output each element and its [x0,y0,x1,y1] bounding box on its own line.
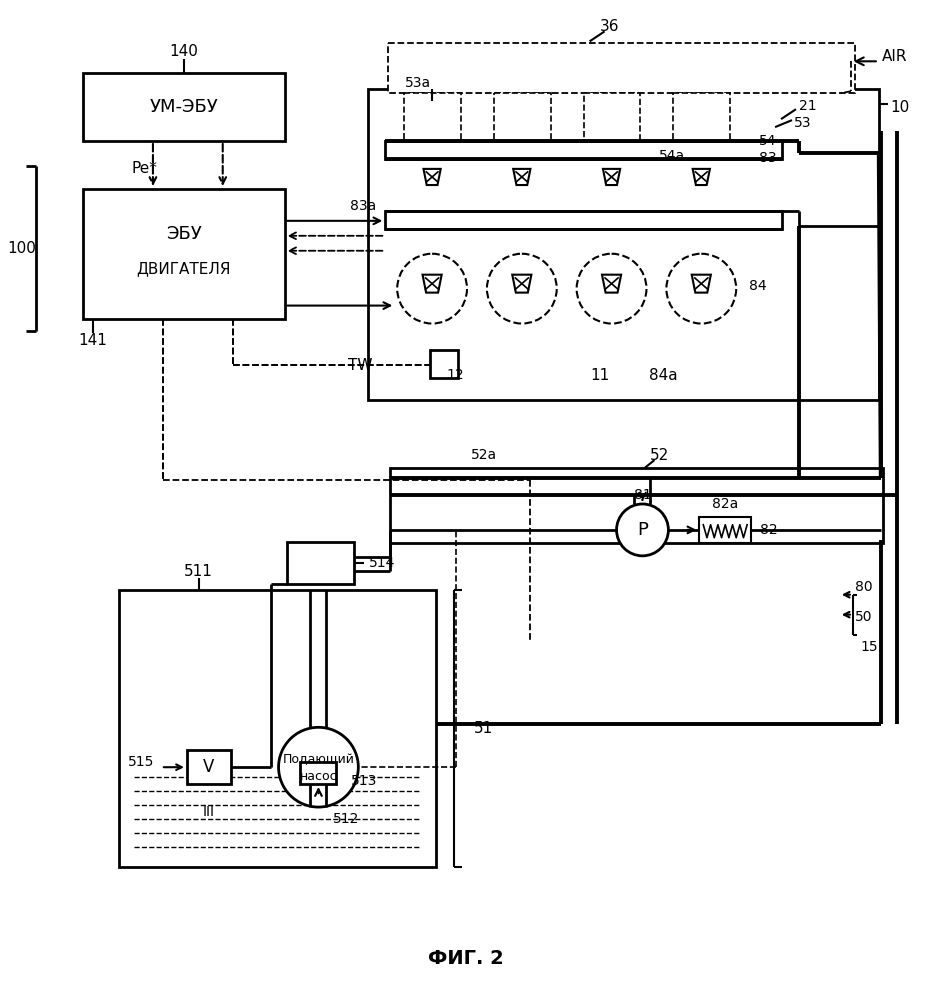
Bar [83,73,285,141]
Text: 50: 50 [855,609,872,623]
Circle shape [667,254,736,324]
Text: 11: 11 [590,368,609,383]
Text: 21: 21 [799,99,816,113]
Bar [119,589,436,867]
Bar [301,762,336,784]
Text: УМ-ЭБУ: УМ-ЭБУ [150,98,218,116]
Text: 82: 82 [761,522,778,536]
Text: 52: 52 [650,448,669,463]
Text: 511: 511 [184,564,213,579]
Text: 36: 36 [600,19,619,34]
Polygon shape [693,169,710,185]
Text: 515: 515 [128,755,154,769]
Text: 54а: 54а [659,149,685,163]
Text: 51: 51 [474,721,493,736]
Text: ДВИГАТЕЛЯ: ДВИГАТЕЛЯ [137,261,231,276]
Bar [673,93,730,143]
Bar [584,93,641,143]
Bar [385,211,782,229]
Text: V: V [203,758,214,776]
Bar [83,189,285,319]
Text: 83: 83 [759,151,776,165]
Bar [699,516,751,542]
Text: P: P [637,520,648,538]
Bar [494,93,551,143]
Text: 12: 12 [446,369,464,383]
Text: TW: TW [348,358,372,373]
Bar [187,750,231,784]
Bar [385,141,782,159]
Bar [390,469,883,542]
Text: 53: 53 [794,116,812,130]
Text: 15: 15 [861,639,879,653]
Text: 140: 140 [169,44,198,59]
Polygon shape [602,275,621,293]
Text: 141: 141 [79,333,108,348]
Text: 513: 513 [351,774,378,788]
Text: AIR: AIR [882,49,907,64]
Polygon shape [603,169,620,185]
Text: 82а: 82а [712,497,738,510]
Text: 81: 81 [634,489,652,502]
Text: Pe*: Pe* [131,162,157,177]
Text: 84а: 84а [650,368,678,383]
Bar [430,351,458,379]
Text: 84: 84 [749,279,767,293]
Text: 80: 80 [855,579,872,593]
Text: 514: 514 [370,555,396,569]
Text: 52а: 52а [471,449,497,463]
Text: 10: 10 [891,100,910,115]
Text: насос: насос [300,769,337,782]
Bar [287,541,355,583]
Text: 512: 512 [333,812,359,826]
Text: 53а: 53а [405,76,431,90]
Bar [369,89,879,401]
Text: ФИГ. 2: ФИГ. 2 [428,949,504,968]
Polygon shape [423,275,441,293]
Polygon shape [513,169,531,185]
Text: ЭБУ: ЭБУ [166,225,202,243]
Polygon shape [424,169,440,185]
Circle shape [398,254,467,324]
Text: Подающий: Подающий [282,752,355,765]
Circle shape [278,727,358,807]
Text: 100: 100 [7,241,35,256]
Circle shape [487,254,557,324]
Text: 54: 54 [759,134,776,148]
Text: III: III [203,805,215,819]
Bar [404,93,461,143]
Circle shape [576,254,646,324]
Bar [388,43,855,93]
Polygon shape [512,275,532,293]
Polygon shape [692,275,711,293]
Text: 83а: 83а [350,199,377,213]
Circle shape [616,503,668,555]
